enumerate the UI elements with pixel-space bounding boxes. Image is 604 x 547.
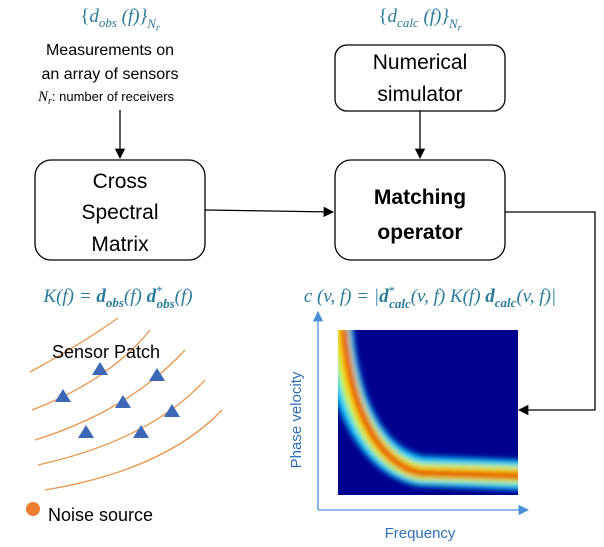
formula-part: d [96,286,106,307]
formula-part: (f) [175,286,193,307]
formula-part: d [485,286,495,307]
arrow [505,212,595,410]
formula-part: (f) [124,286,147,307]
arrow [205,210,333,212]
heatmap [338,330,520,495]
formula-part: (f)} [419,6,450,27]
calculated-formula: {dcalc (f)}Nr [378,6,461,34]
node-label: Spectral [81,201,158,224]
formula-part: { [378,6,387,27]
node-box [335,160,505,260]
formula-part: calc [389,296,411,311]
formula-part: d [388,6,398,27]
observed-formula: {dobs (f)}Nr [80,6,160,34]
diagram: {dobs (f)}Nr Measurements on an array of… [0,0,604,547]
formula-part: (f)} [117,6,148,27]
formula-part: K(f) = [42,286,96,307]
node-label: Matrix [91,233,149,256]
description-line: Measurements on [46,42,174,59]
formula-part: obs [157,296,175,311]
x-axis-label: Frequency [385,525,456,542]
formula-part: obs [106,295,124,310]
formula-part: r [458,23,462,34]
formula-part: c (v, f) = | [304,286,379,307]
formula-part: obs [99,15,117,30]
node-label: Numerical [373,51,468,74]
node-label: simulator [377,83,462,106]
formula-part: d [89,6,99,27]
formula-part: (v, f) K(f) [411,286,486,307]
node-label: Cross [93,170,148,193]
formula-part: calc [397,15,419,30]
formula-part: (v, f)| [516,286,556,307]
note-part: : number of receivers [52,89,175,104]
receivers-note: Nr: number of receivers [37,89,175,107]
description-line: an array of sensors [42,66,179,83]
formula-part: r [156,23,160,34]
formula-part: d [147,286,157,307]
csm-formula: K(f) = dobs(f) d*obs(f) [42,283,192,311]
matching-formula: c (v, f) = |d*calc(v, f) K(f) dcalc(v, f… [304,283,556,311]
node-label: Matching [374,186,466,209]
node-label: operator [377,221,462,244]
formula-part: calc [495,295,517,310]
noise-source-icon [26,502,40,516]
y-axis-label: Phase velocity [288,371,305,468]
sensor-patch-label: Sensor Patch [52,342,160,362]
noise-source-label: Noise source [48,505,153,525]
formula-part: { [80,6,89,27]
formula-part: d [379,286,389,307]
